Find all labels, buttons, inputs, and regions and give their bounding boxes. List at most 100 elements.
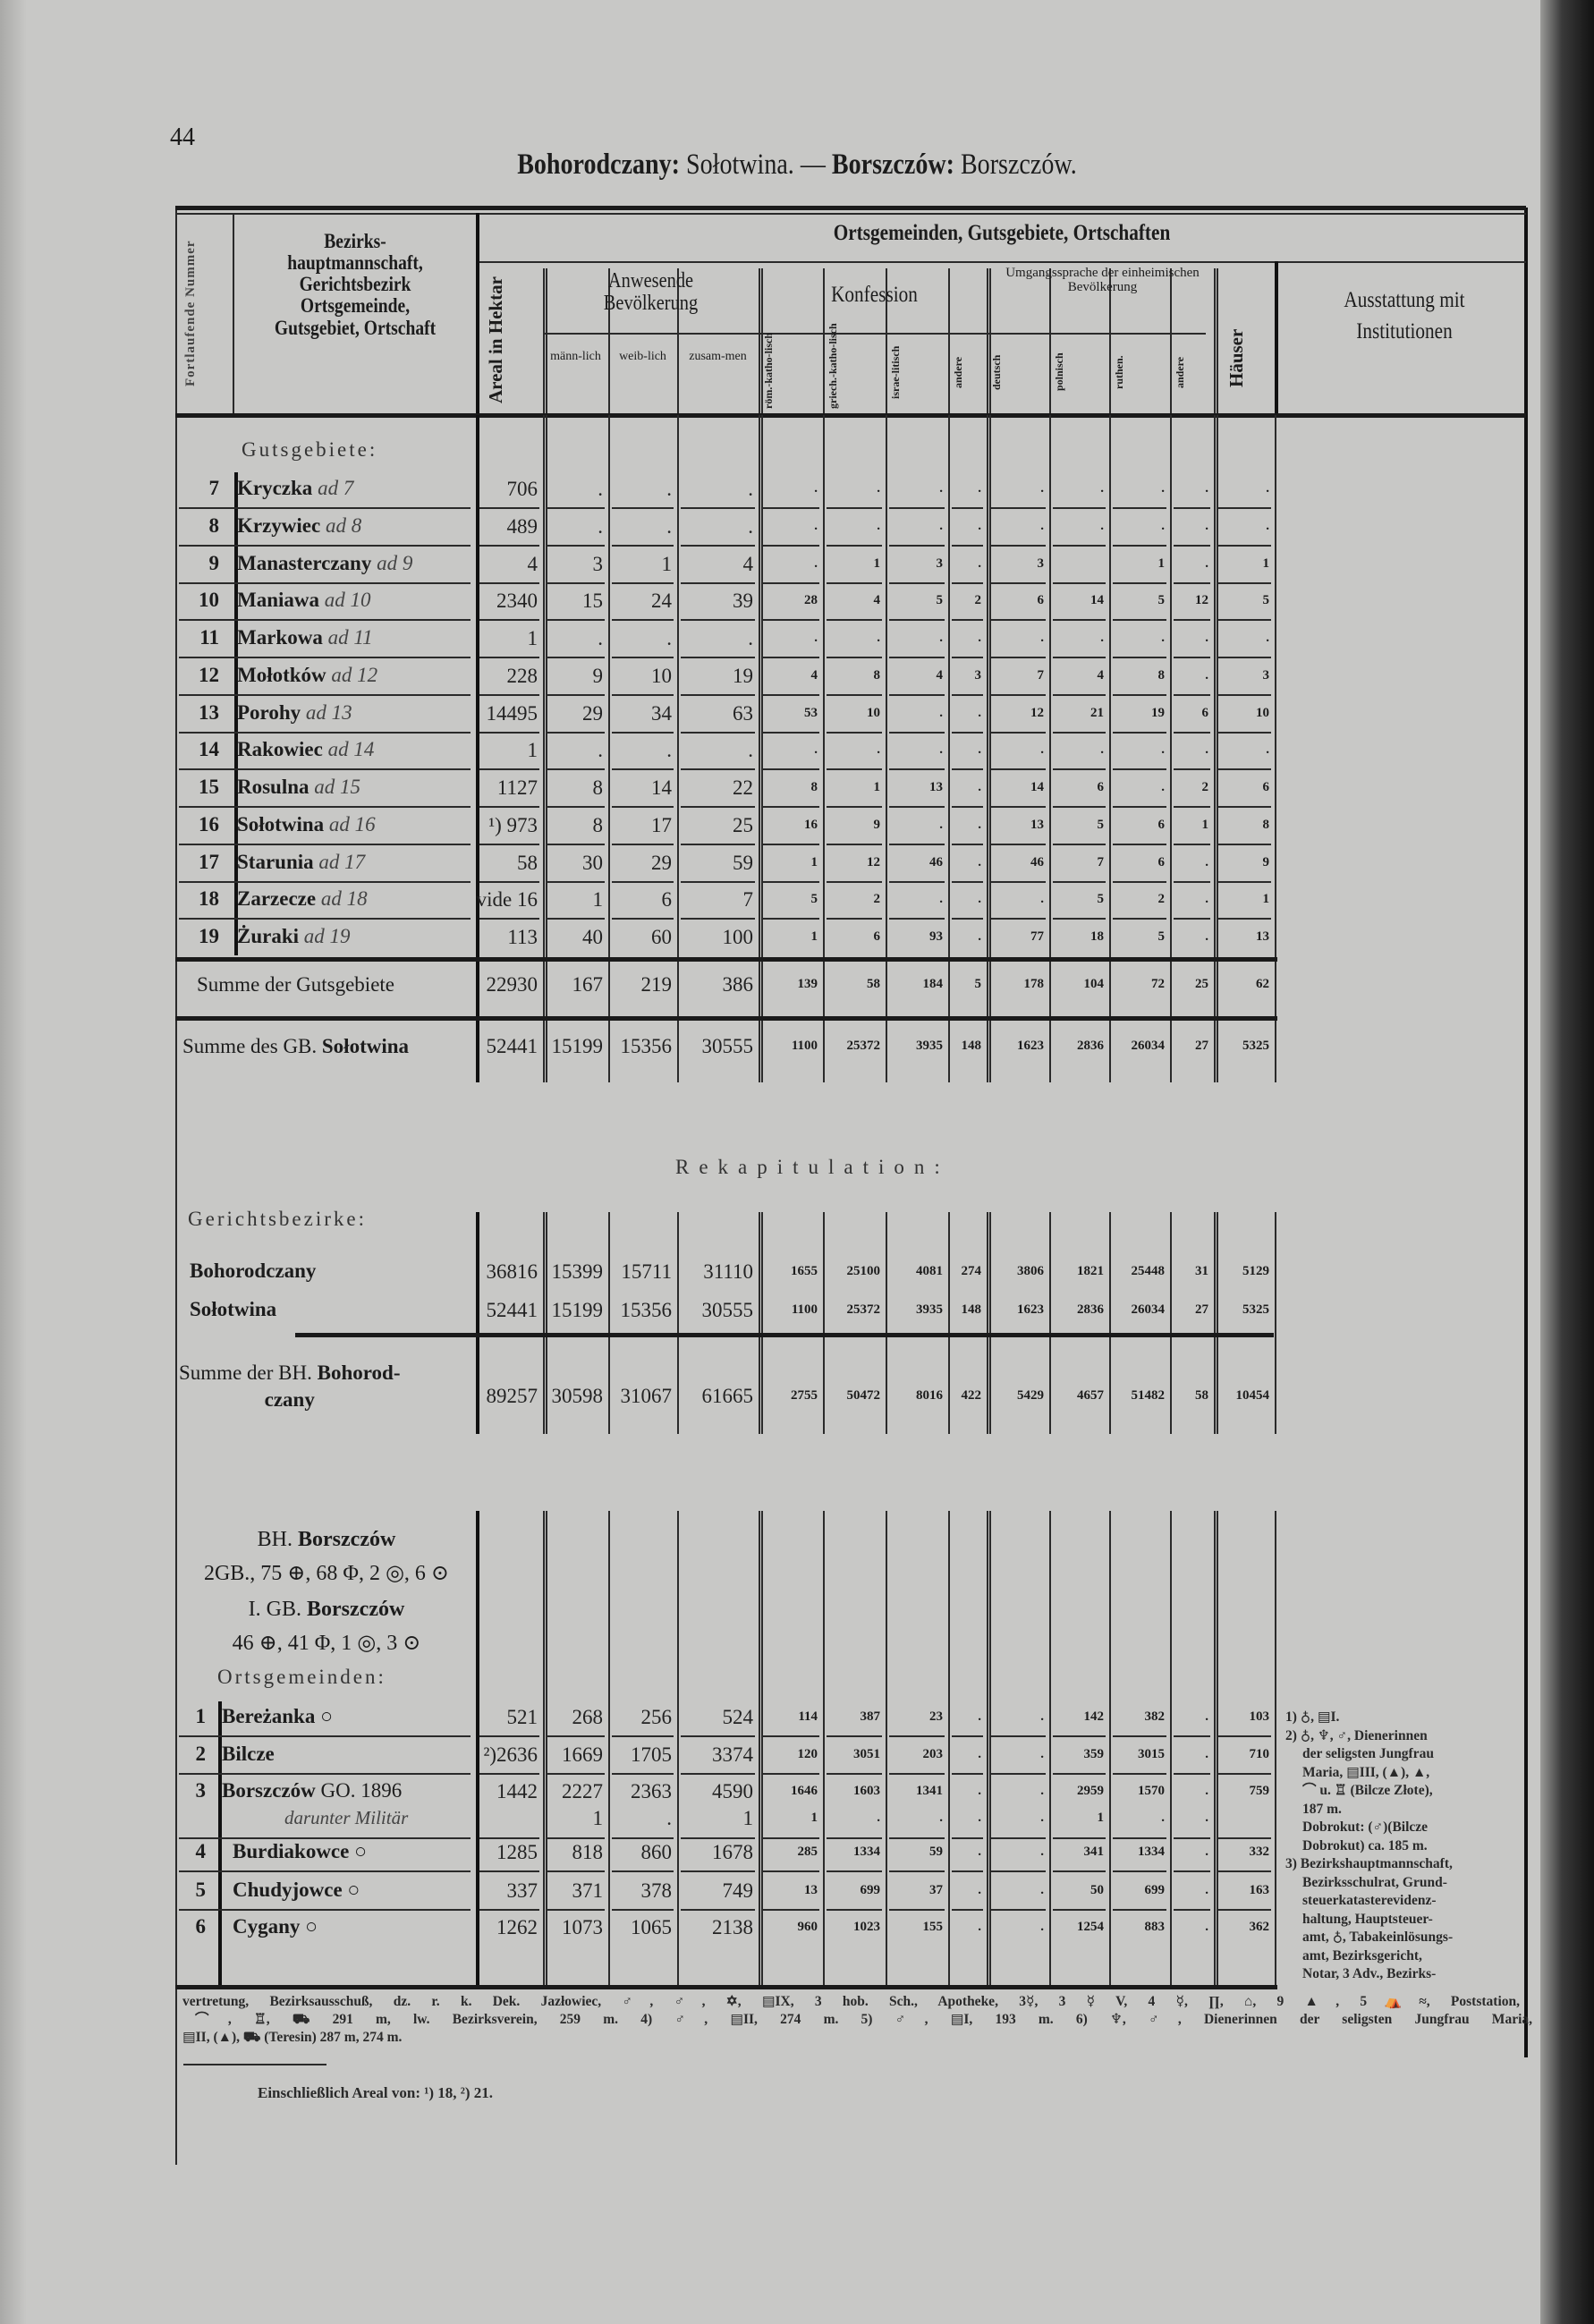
cell-value: 14495 <box>486 701 538 725</box>
ad-reference: ad 11 <box>327 626 373 649</box>
cell-value: . <box>1205 854 1208 869</box>
row-rule <box>1174 1773 1210 1775</box>
cell-value: . <box>1205 518 1208 533</box>
ad-reference: ad 7 <box>318 477 354 499</box>
row-rule <box>612 581 674 584</box>
row-rule <box>1113 731 1166 734</box>
row-name: Maniawa ad 10 <box>237 589 371 610</box>
ortsgemeinden-heading: Ortsgemeinden: <box>217 1666 386 1688</box>
table-top-rule-inner <box>175 213 1526 215</box>
cell-value: 883 <box>1144 1920 1166 1934</box>
cell-value: 5 <box>1157 593 1166 608</box>
cell-value: 31067 <box>620 1385 673 1407</box>
row-rule <box>990 768 1046 771</box>
row-name: Zarzecze ad 18 <box>237 888 368 909</box>
cell-value: 5429 <box>1017 1388 1044 1403</box>
market-town-mark: ○ <box>300 1915 318 1938</box>
cell-value: 23 <box>929 1709 943 1724</box>
row-rule <box>1174 1909 1210 1911</box>
row-rule <box>1053 880 1106 883</box>
column-line <box>1214 1511 1218 1985</box>
row-rule <box>1174 619 1210 622</box>
column-line <box>823 415 825 1082</box>
cell-value: 10454 <box>1235 1388 1270 1403</box>
cell-value: 6 <box>1157 854 1166 869</box>
row-rule <box>547 1837 605 1839</box>
row-rule <box>1217 507 1271 509</box>
cell-value: 285 <box>797 1845 818 1859</box>
cell-value: 3051 <box>853 1747 880 1761</box>
row-rule <box>1053 1735 1106 1737</box>
cell-value: 710 <box>1249 1747 1270 1761</box>
column-line <box>759 268 763 413</box>
row-rule <box>612 619 674 622</box>
row-rule <box>952 657 983 658</box>
cell-value: 5 <box>936 593 944 608</box>
gb-name: Borszczów <box>307 1598 405 1621</box>
cell-value: 1127 <box>496 776 538 799</box>
cell-value: . <box>1205 929 1208 944</box>
row-rule <box>681 806 755 808</box>
cell-value: 19 <box>733 664 753 687</box>
scan-edge-left <box>0 0 27 2324</box>
header-subcol: deutsch <box>990 354 1003 390</box>
row-rule <box>1217 544 1271 547</box>
cell-value: . <box>978 1784 981 1798</box>
row-rule <box>1053 619 1106 622</box>
row-rule <box>889 1773 945 1775</box>
cell-value: 2 <box>1201 780 1209 794</box>
column-line <box>1170 1511 1172 1985</box>
header-areal: Areal in Hektar <box>485 276 506 403</box>
cell-value: . <box>666 514 672 538</box>
place-name: Starunia <box>237 850 314 873</box>
cell-value: 4 <box>810 667 818 683</box>
row-number: 7 <box>208 477 220 499</box>
row-rule <box>889 1870 945 1872</box>
row-rule <box>479 619 539 622</box>
row-rule <box>827 693 882 696</box>
cell-value: . <box>748 739 753 762</box>
header-group-lang: Umgangssprache der einheimischen Bevölke… <box>1005 266 1200 294</box>
row-rule <box>1053 1837 1106 1839</box>
row-rule <box>762 1735 819 1737</box>
column-line <box>1275 1212 1276 1434</box>
cell-value: 7 <box>1097 854 1105 869</box>
row-rule <box>1217 1909 1271 1911</box>
row-rule <box>762 1837 819 1839</box>
cell-value: 489 <box>506 514 538 538</box>
bh-prefix: BH. <box>257 1528 299 1551</box>
cell-value: 9 <box>1262 854 1270 869</box>
cell-value: 148 <box>961 1302 982 1317</box>
cell-value: . <box>1205 556 1208 571</box>
cell-value: 29 <box>651 851 672 874</box>
cell-value: 50472 <box>846 1388 881 1403</box>
row-rule <box>547 544 605 547</box>
row-rule <box>612 544 674 547</box>
column-line <box>543 268 547 413</box>
row-name: Bereżanka ○ <box>222 1706 333 1726</box>
row-rule <box>612 918 674 920</box>
row-rule <box>547 1870 605 1872</box>
row-rule <box>681 1837 755 1839</box>
row-number: 13 <box>199 700 219 724</box>
row-rule <box>681 657 755 658</box>
header-equipment: Ausstattung mit Institutionen <box>1344 288 1465 344</box>
row-name: Kryczka ad 7 <box>237 478 353 498</box>
borszczow-bh-heading: BH. Borszczów <box>183 1528 470 1552</box>
row-number: 11 <box>199 626 219 649</box>
row-rule <box>762 544 819 547</box>
row-rule <box>547 918 605 920</box>
footer-note-line: vertretung, Bezirksausschuß, dz. r. k. D… <box>182 1994 1520 2009</box>
row-rule <box>681 581 755 584</box>
row-name: Mołotków ad 12 <box>237 665 377 685</box>
cell-value: 371 <box>572 1879 604 1902</box>
table-top-rule <box>175 206 1526 210</box>
row-number: 16 <box>199 812 219 835</box>
row-rule <box>612 843 674 845</box>
row-rule <box>479 768 539 771</box>
row-rule <box>1174 768 1210 771</box>
row-rule <box>612 880 674 883</box>
cell-value: . <box>978 705 981 720</box>
column-line <box>886 1212 887 1434</box>
cell-value: 30598 <box>551 1385 604 1407</box>
